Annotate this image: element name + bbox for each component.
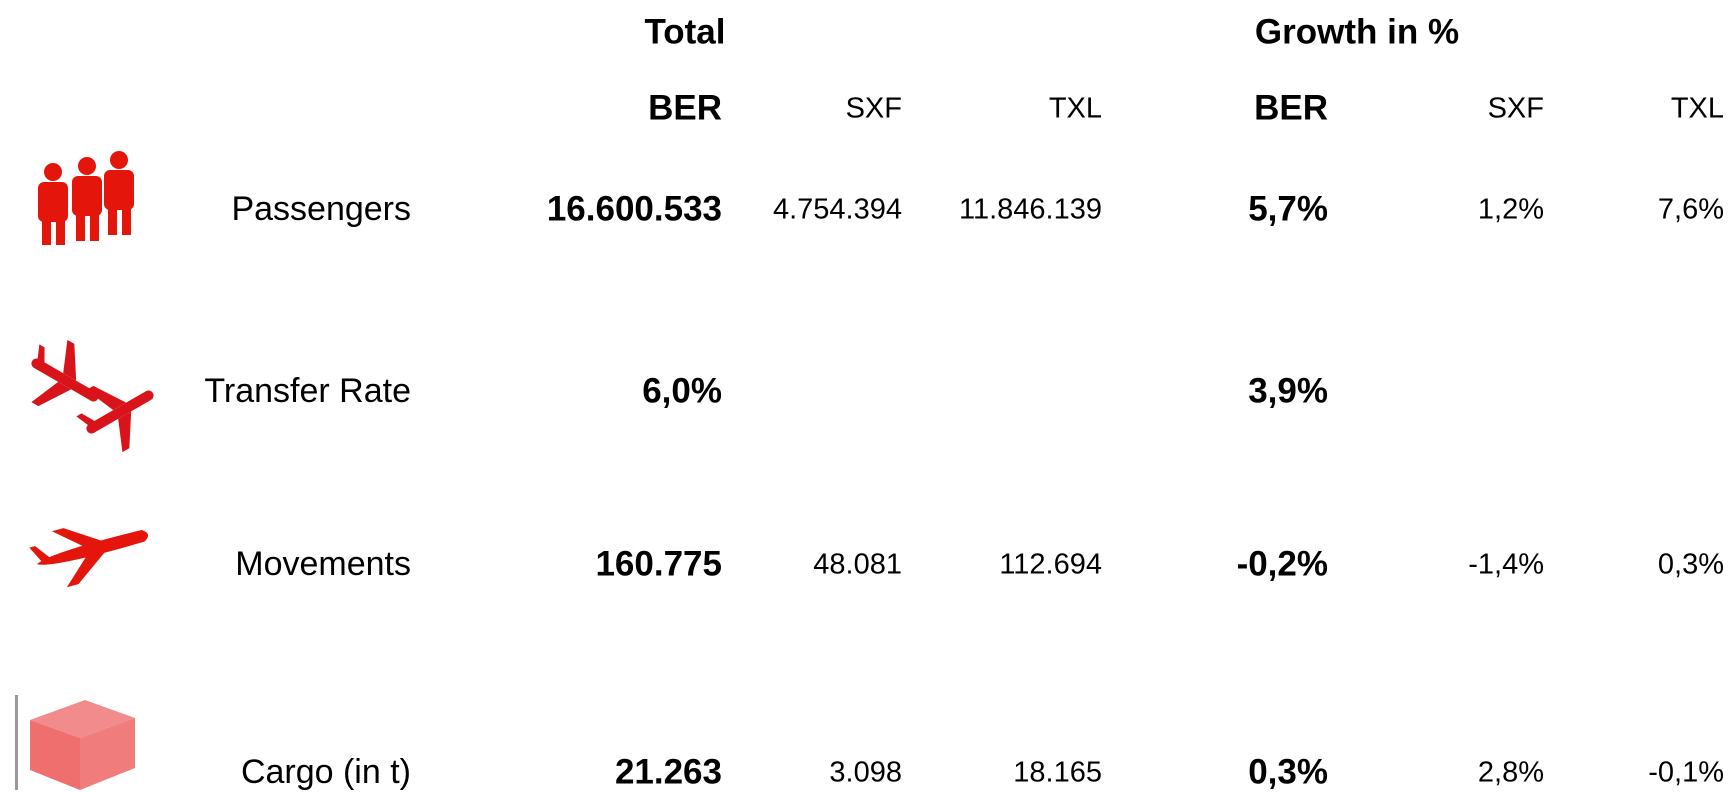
column-header: BER [1254, 88, 1328, 127]
column-header: SXF [846, 93, 902, 125]
cell: 0,3% [1658, 549, 1724, 581]
group-header: Total [644, 12, 725, 51]
column-header: SXF [1488, 93, 1544, 125]
row-label: Cargo (in t) [241, 753, 411, 791]
cell: 21.263 [615, 752, 722, 791]
cell: 4.754.394 [773, 194, 902, 226]
cell: 160.775 [595, 544, 722, 583]
cell: 48.081 [813, 549, 902, 581]
cell: 3.098 [829, 757, 902, 789]
group-header: Growth in % [1255, 12, 1459, 51]
cell: 0,3% [1248, 752, 1328, 791]
passengers-icon [38, 151, 134, 245]
row-label: Movements [235, 545, 411, 583]
cell: 2,8% [1478, 757, 1544, 789]
cell: 5,7% [1248, 189, 1328, 228]
cell: 3,9% [1248, 371, 1328, 410]
column-header: BER [648, 88, 722, 127]
cell: 18.165 [1013, 757, 1102, 789]
cell: -0,1% [1648, 757, 1724, 789]
cell: 1,2% [1478, 194, 1544, 226]
cell: -1,4% [1468, 549, 1544, 581]
transfer-icon [31, 339, 154, 453]
row-label: Passengers [231, 190, 411, 228]
movements-icon [29, 528, 149, 588]
cell: 112.694 [999, 549, 1102, 581]
cargo-icon [15, 695, 135, 790]
cell: -0,2% [1237, 544, 1328, 583]
cell: 11.846.139 [959, 194, 1102, 226]
column-header: TXL [1049, 93, 1102, 125]
row-label: Transfer Rate [204, 372, 411, 410]
column-header: TXL [1671, 93, 1724, 125]
cell: 6,0% [642, 371, 722, 410]
cell: 16.600.533 [547, 189, 722, 228]
cell: 7,6% [1658, 194, 1724, 226]
